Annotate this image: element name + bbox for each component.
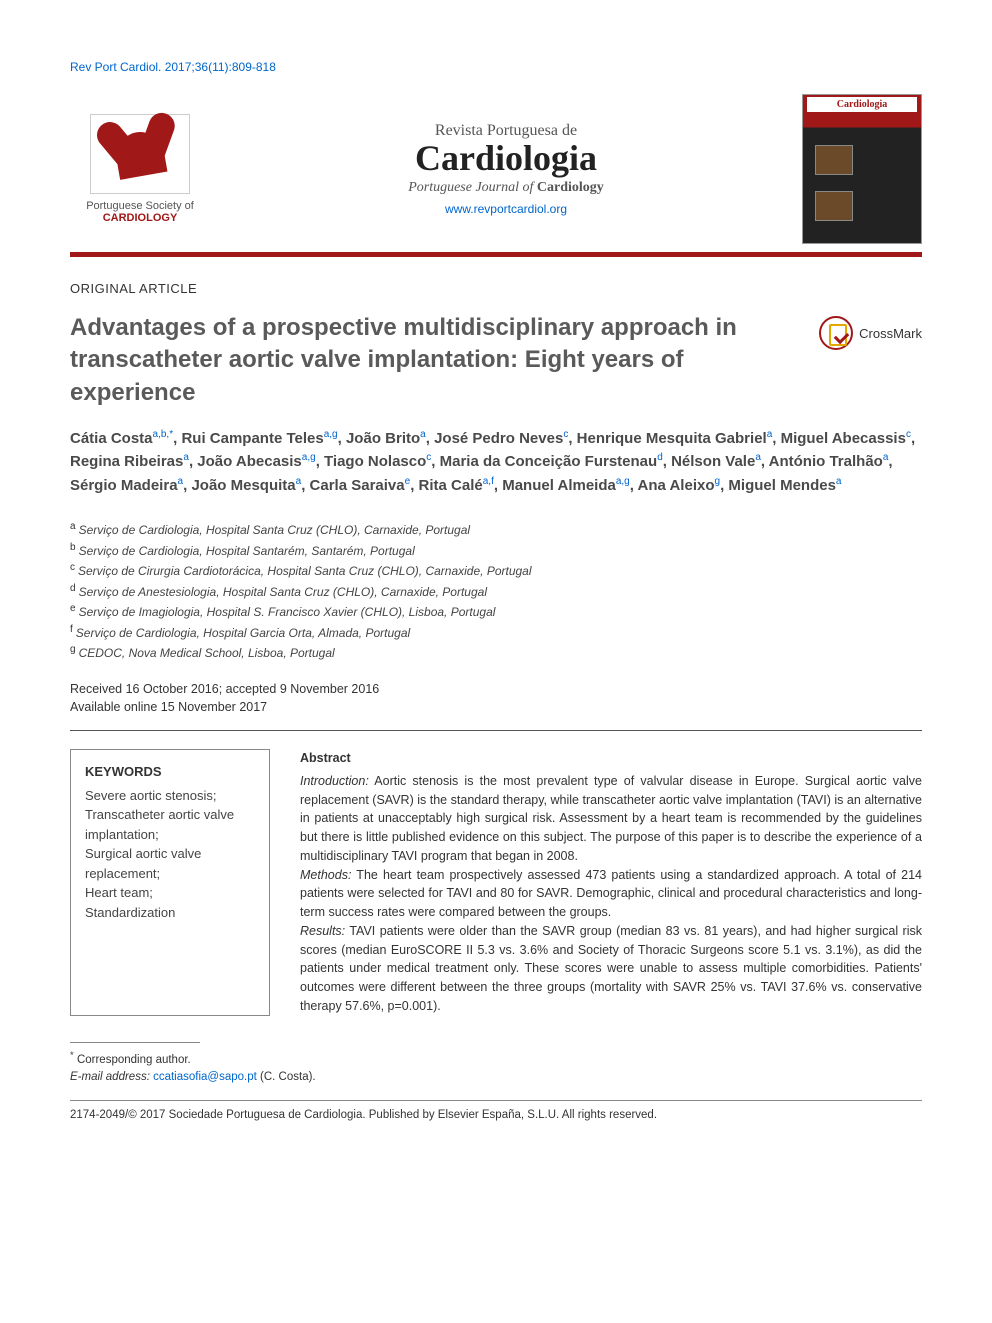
crossmark-label: CrossMark <box>859 326 922 341</box>
author: Tiago Nolascoc <box>324 453 431 470</box>
author: João Mesquitaa <box>191 477 301 494</box>
article-title: Advantages of a prospective multidiscipl… <box>70 312 799 409</box>
author-list: Cátia Costaa,b,*, Rui Campante Telesa,g,… <box>70 427 922 497</box>
journal-url-link[interactable]: www.revportcardiol.org <box>210 202 802 216</box>
abstract-column: Abstract Introduction: Aortic stenosis i… <box>300 749 922 1016</box>
copyright-line: 2174-2049/© 2017 Sociedade Portuguesa de… <box>70 1109 922 1121</box>
author: Sérgio Madeiraa <box>70 477 183 494</box>
article-dates: Received 16 October 2016; accepted 9 Nov… <box>70 681 922 716</box>
abstract-top-rule <box>70 730 922 731</box>
received-accepted-date: Received 16 October 2016; accepted 9 Nov… <box>70 681 922 699</box>
available-online-date: Available online 15 November 2017 <box>70 699 922 717</box>
keywords-text: Severe aortic stenosis; Transcatheter ao… <box>85 786 255 923</box>
header-divider <box>70 252 922 257</box>
affiliation-item: dServiço de Anestesiologia, Hospital San… <box>70 581 922 602</box>
keywords-heading: KEYWORDS <box>85 762 255 782</box>
abstract-heading: Abstract <box>300 749 922 768</box>
author: João Abecasisa,g <box>197 453 315 470</box>
journal-header: Portuguese Society of CARDIOLOGY Revista… <box>70 94 922 244</box>
author: Carla Saraivae <box>310 477 411 494</box>
journal-title: Cardiologia <box>210 140 802 176</box>
author: Cátia Costaa,b,* <box>70 430 173 447</box>
abstract-intro-text: Aortic stenosis is the most prevalent ty… <box>300 774 922 863</box>
author: Miguel Mendesa <box>728 477 841 494</box>
author: Regina Ribeirasa <box>70 453 189 470</box>
author: Rita Caléa,f <box>419 477 494 494</box>
corresponding-email-link[interactable]: ccatiasofia@sapo.pt <box>153 1071 257 1083</box>
cover-thumbnail-title: Cardiologia <box>807 97 917 112</box>
corresponding-author-footnote: * Corresponding author. E-mail address: … <box>70 1049 922 1086</box>
author: Maria da Conceição Furstenaud <box>440 453 663 470</box>
affiliation-item: cServiço de Cirurgia Cardiotorácica, Hos… <box>70 560 922 581</box>
abstract-results-text: TAVI patients were older than the SAVR g… <box>300 924 922 1013</box>
crossmark-icon <box>819 316 853 350</box>
author: Rui Campante Telesa,g <box>181 430 337 447</box>
logo-caption-line1: Portuguese Society of <box>86 200 194 212</box>
article-type-label: ORIGINAL ARTICLE <box>70 281 922 296</box>
author: Miguel Abecassisc <box>781 430 911 447</box>
affiliation-list: aServiço de Cardiologia, Hospital Santa … <box>70 519 922 663</box>
journal-subtitle: Portuguese Journal of Cardiology <box>210 180 802 196</box>
logo-caption-line2: CARDIOLOGY <box>70 212 210 224</box>
affiliation-item: gCEDOC, Nova Medical School, Lisboa, Por… <box>70 642 922 663</box>
affiliation-item: bServiço de Cardiologia, Hospital Santar… <box>70 540 922 561</box>
author: Henrique Mesquita Gabriela <box>577 430 773 447</box>
cover-thumbnail: Cardiologia <box>802 94 922 244</box>
keywords-box: KEYWORDS Severe aortic stenosis; Transca… <box>70 749 270 1016</box>
crossmark-badge[interactable]: CrossMark <box>819 316 922 350</box>
affiliation-item: aServiço de Cardiologia, Hospital Santa … <box>70 519 922 540</box>
author: Nélson Valea <box>671 453 761 470</box>
abstract-intro-label: Introduction: <box>300 774 369 788</box>
citation-line: Rev Port Cardiol. 2017;36(11):809-818 <box>70 60 922 74</box>
heart-logo-icon <box>90 114 190 194</box>
author: António Tralhãoa <box>769 453 889 470</box>
author: João Britoa <box>346 430 426 447</box>
author: Manuel Almeidaa,g <box>502 477 630 494</box>
abstract-methods-label: Methods: <box>300 868 351 882</box>
abstract-results-label: Results: <box>300 924 345 938</box>
copyright-rule <box>70 1100 922 1101</box>
affiliation-item: eServiço de Imagiologia, Hospital S. Fra… <box>70 601 922 622</box>
society-logo: Portuguese Society of CARDIOLOGY <box>70 114 210 224</box>
abstract-methods-text: The heart team prospectively assessed 47… <box>300 868 922 920</box>
footnote-rule <box>70 1042 200 1043</box>
affiliation-item: fServiço de Cardiologia, Hospital Garcia… <box>70 622 922 643</box>
author: Ana Aleixog <box>638 477 721 494</box>
author: José Pedro Nevesc <box>434 430 568 447</box>
